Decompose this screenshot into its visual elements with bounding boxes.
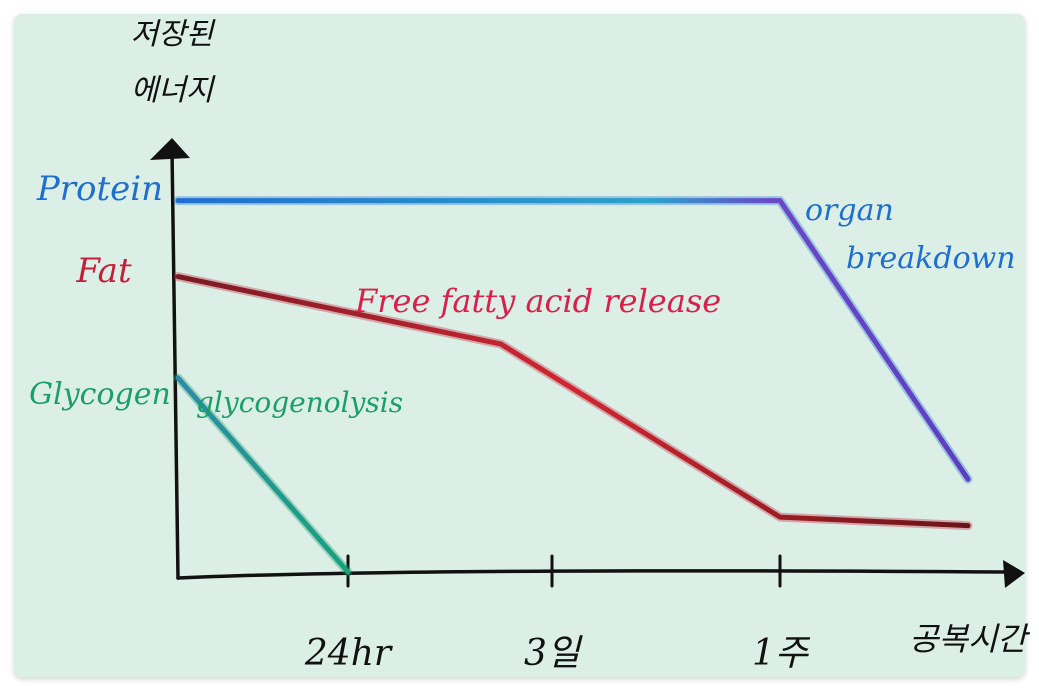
x-tick-label: 24hr xyxy=(304,633,393,674)
chart-frame xyxy=(14,14,1025,677)
series-line-fat xyxy=(175,274,971,529)
annotation-organ-breakdown: organ breakdown xyxy=(805,193,1016,276)
annotation-glycogenolysis: glycogenolysis xyxy=(196,386,403,419)
y-axis-label: 에너지 xyxy=(131,73,216,108)
legend-label-fat: Fat xyxy=(75,251,132,291)
y-axis-arrow xyxy=(150,138,190,160)
series-line-protein xyxy=(175,198,971,482)
x-axis-arrow xyxy=(1003,560,1025,588)
series-line-glycogen xyxy=(175,375,351,575)
x-axis-label: 공복시간 xyxy=(909,620,1030,658)
legend-label-glycogen: Glycogen xyxy=(29,377,171,412)
y-axis xyxy=(170,148,180,580)
y-axis-label: 저장된 xyxy=(131,17,216,52)
x-axis xyxy=(176,569,1007,580)
annotation-free-fatty-acid: Free fatty acid release xyxy=(354,282,721,320)
x-tick-label: 1주 xyxy=(752,633,811,674)
x-tick-label: 3일 xyxy=(524,633,583,674)
legend-label-protein: Protein xyxy=(36,169,163,209)
